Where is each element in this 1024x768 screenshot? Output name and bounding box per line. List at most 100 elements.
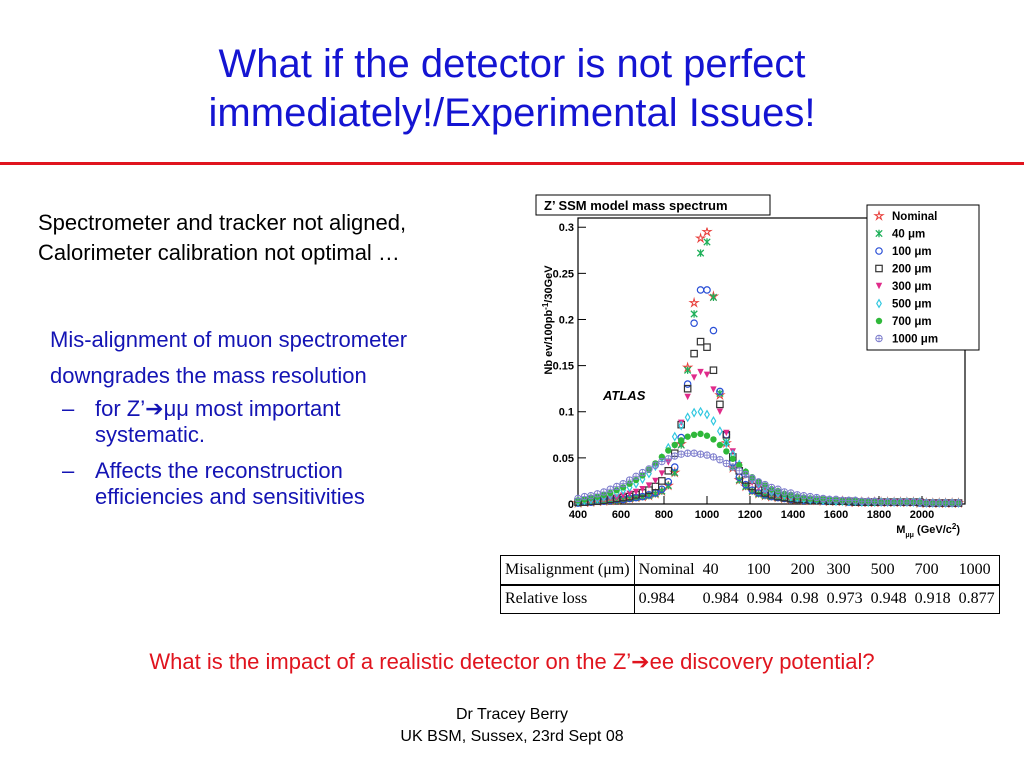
- data-point: [701, 227, 713, 237]
- marker-shape: [873, 209, 885, 221]
- marker-shape: [626, 476, 633, 484]
- data-point: [729, 463, 737, 471]
- x-tick-label: 1400: [781, 509, 805, 521]
- table-cell: 0.984: [742, 583, 787, 614]
- marker-shape: [781, 488, 788, 496]
- marker-shape: [787, 489, 795, 497]
- marker-shape: [936, 499, 943, 507]
- data-point: [593, 490, 602, 498]
- chart-title: Z’ SSM model mass spectrum: [544, 198, 728, 213]
- y-tick-label: 0.15: [553, 361, 574, 373]
- marker-shape: [897, 498, 904, 506]
- table-cell: 0.98: [786, 583, 823, 614]
- marker-shape: [723, 429, 730, 437]
- data-point: [696, 337, 705, 346]
- marker-shape: [683, 366, 692, 374]
- x-tick-label: 800: [655, 509, 673, 521]
- marker-shape: [876, 298, 882, 309]
- data-point: [941, 499, 950, 507]
- data-point: [664, 455, 673, 463]
- x-tick-label: 1200: [738, 509, 762, 521]
- data-point: [684, 412, 691, 423]
- marker-shape: [704, 409, 710, 420]
- data-point: [683, 449, 692, 457]
- dash-marker: –: [62, 458, 75, 483]
- table-header-row: Misalignment (μm) Nominal 40 100 200 300…: [500, 555, 1000, 585]
- data-point: [684, 433, 691, 440]
- data-point: [922, 499, 930, 507]
- marker-shape: [877, 498, 885, 506]
- data-point: [716, 456, 724, 464]
- table-header-label: Misalignment (μm): [500, 555, 635, 585]
- marker-shape: [683, 380, 692, 388]
- marker-shape: [716, 408, 724, 415]
- marker-shape: [574, 495, 582, 502]
- marker-shape: [716, 456, 724, 463]
- question-prefix: What is the impact of a realistic detect…: [149, 649, 632, 674]
- data-point: [587, 491, 595, 500]
- data-point: [652, 477, 659, 485]
- y-tick-label: 0.2: [559, 314, 574, 326]
- data-point: [651, 461, 660, 469]
- marker-shape: [807, 493, 814, 500]
- data-point: [793, 491, 801, 499]
- y-tick-label: 0.3: [559, 222, 574, 234]
- marker-shape: [858, 498, 865, 505]
- data-point: [832, 495, 840, 504]
- data-point: [909, 498, 918, 506]
- legend-marker: [875, 334, 883, 343]
- table-cell: 0.877: [954, 583, 1000, 614]
- marker-shape: [607, 486, 614, 493]
- data-point: [819, 494, 827, 503]
- title-underline: [0, 162, 1024, 165]
- data-point: [709, 293, 718, 302]
- marker-shape: [742, 482, 750, 491]
- data-point: [703, 286, 711, 294]
- axes: 0 0.05 0.1 0.15 0.2 0.25 0.3 400 600 800 1000 1200 1…: [553, 222, 935, 521]
- data-point: [709, 366, 718, 375]
- marker-shape: [910, 498, 917, 506]
- data-point: [606, 485, 614, 493]
- data-point: [645, 482, 653, 489]
- marker-shape: [671, 431, 678, 442]
- marker-shape: [639, 469, 646, 476]
- y-tick-label: 0.1: [559, 407, 574, 419]
- data-point: [787, 489, 795, 497]
- marker-shape: [723, 438, 730, 449]
- marker-shape: [691, 407, 698, 418]
- data-point: [735, 467, 743, 475]
- marker-shape: [839, 497, 846, 504]
- data-point: [688, 296, 700, 308]
- discovery-question: What is the impact of a realistic detect…: [0, 648, 1024, 676]
- data-point: [703, 451, 711, 459]
- marker-shape: [684, 433, 691, 440]
- question-suffix: ee discovery potential?: [649, 649, 875, 674]
- marker-shape: [600, 488, 607, 496]
- x-label-end: ): [956, 524, 960, 536]
- data-point: [697, 430, 704, 438]
- data-point: [694, 232, 707, 244]
- data-point: [690, 349, 698, 358]
- marker-shape: [729, 463, 736, 471]
- marker-shape: [800, 492, 807, 499]
- data-point: [690, 449, 698, 457]
- marker-shape: [865, 498, 872, 505]
- slide-title: What if the detector is not perfect imme…: [0, 40, 1024, 138]
- marker-shape: [703, 286, 711, 294]
- y-tick-label: 0.05: [553, 453, 574, 465]
- marker-shape: [664, 466, 673, 475]
- data-point: [704, 409, 710, 420]
- arrow-icon: ➔: [145, 396, 164, 421]
- data-point: [812, 493, 821, 502]
- marker-shape: [697, 450, 704, 458]
- marker-shape: [632, 488, 640, 496]
- marker-shape: [619, 480, 627, 487]
- table-cell: 0.948: [866, 583, 911, 614]
- marker-shape: [690, 374, 698, 381]
- sub-bullet-1: – for Z’➔μμ most important systematic.: [50, 396, 520, 448]
- table-col-header: 300: [822, 555, 867, 585]
- marker-shape: [875, 229, 883, 238]
- marker-shape: [688, 296, 700, 308]
- footer-author: Dr Tracey Berry: [455, 706, 568, 723]
- marker-shape: [875, 264, 883, 273]
